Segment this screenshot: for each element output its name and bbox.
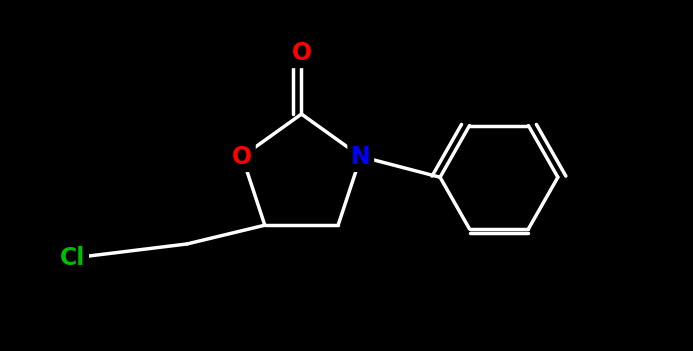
Text: O: O xyxy=(291,41,312,65)
Text: N: N xyxy=(351,145,371,168)
Text: O: O xyxy=(232,145,252,168)
Text: Cl: Cl xyxy=(60,246,85,270)
